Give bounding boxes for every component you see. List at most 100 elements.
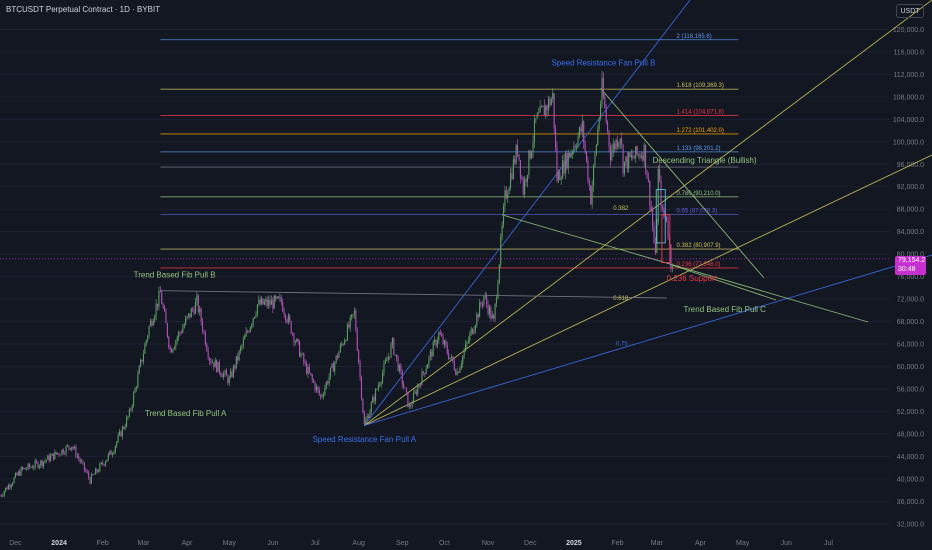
candle-body bbox=[176, 337, 178, 341]
candle-body bbox=[654, 242, 656, 254]
candle-body bbox=[346, 324, 348, 341]
candle-body bbox=[145, 340, 147, 345]
candle-body bbox=[335, 355, 337, 363]
candle-body bbox=[611, 151, 613, 161]
candle-body bbox=[424, 373, 426, 374]
annotation-label: Speed Resistance Fan Pull A bbox=[312, 435, 416, 444]
candle-body bbox=[497, 282, 499, 299]
candle-body bbox=[379, 384, 381, 386]
candle-body bbox=[505, 190, 507, 198]
candle-body bbox=[345, 340, 347, 342]
candle-body bbox=[446, 345, 448, 354]
last-price-tag: 79,154.2 30:48 bbox=[895, 256, 926, 275]
candle-body bbox=[166, 323, 168, 337]
candle-body bbox=[110, 450, 112, 456]
candle-body bbox=[320, 394, 322, 397]
candle-body bbox=[452, 356, 454, 363]
candle-body bbox=[616, 139, 619, 148]
candle-body bbox=[228, 377, 230, 384]
candle-body bbox=[286, 320, 288, 323]
candle-body bbox=[95, 468, 97, 475]
x-tick-label: Feb bbox=[611, 540, 623, 547]
y-tick-label: 60,000.0 bbox=[897, 364, 924, 371]
candle-body bbox=[585, 151, 588, 161]
candle-body bbox=[490, 307, 492, 319]
candle-body bbox=[445, 340, 447, 346]
candle-body bbox=[189, 313, 191, 318]
candle-body bbox=[209, 357, 211, 362]
candle-body bbox=[647, 178, 649, 181]
candle-body bbox=[225, 370, 227, 376]
candle-body bbox=[526, 174, 528, 182]
candle-body bbox=[614, 143, 616, 150]
candle-body bbox=[607, 121, 609, 131]
y-tick-label: 64,000.0 bbox=[897, 342, 924, 349]
candle-body bbox=[547, 98, 550, 111]
candle-body bbox=[59, 454, 62, 456]
candle-body bbox=[562, 160, 564, 179]
candle-body bbox=[604, 97, 606, 108]
candle-body bbox=[448, 353, 450, 359]
candle-body bbox=[0, 495, 2, 497]
candle-body bbox=[52, 453, 54, 460]
candle-body bbox=[405, 388, 408, 393]
candle-body bbox=[5, 487, 7, 492]
candle-body bbox=[522, 178, 524, 195]
candle-body bbox=[144, 344, 146, 354]
candle-body bbox=[574, 146, 576, 148]
candle-body bbox=[211, 362, 213, 364]
candle-body bbox=[133, 392, 135, 406]
candle-body bbox=[130, 409, 132, 411]
candle-body bbox=[90, 474, 92, 484]
candle-body bbox=[83, 462, 85, 470]
candle-body bbox=[203, 331, 205, 333]
candle-body bbox=[14, 473, 17, 478]
candle-body bbox=[531, 151, 533, 159]
candle-body bbox=[500, 236, 502, 265]
range-box-cyan bbox=[655, 189, 666, 244]
candle-body bbox=[398, 365, 400, 371]
y-tick-label: 56,000.0 bbox=[897, 386, 924, 393]
candle-body bbox=[242, 339, 244, 346]
y-tick-label: 52,000.0 bbox=[897, 409, 924, 416]
candle-body bbox=[284, 314, 287, 321]
candle-body bbox=[214, 360, 216, 368]
candle-body bbox=[418, 384, 420, 387]
candle-body bbox=[369, 411, 371, 419]
candle-body bbox=[220, 372, 222, 376]
candle-body bbox=[303, 353, 305, 363]
candle-body bbox=[560, 178, 562, 180]
candle-body bbox=[102, 462, 104, 465]
candle-body bbox=[487, 304, 489, 315]
candle-body bbox=[149, 320, 152, 327]
candle-body bbox=[79, 458, 81, 462]
candle-body bbox=[207, 350, 209, 358]
candle-body bbox=[495, 298, 498, 304]
candle-body bbox=[652, 209, 654, 227]
candle-body bbox=[334, 362, 336, 372]
candle-body bbox=[338, 351, 340, 358]
candle-body bbox=[473, 330, 475, 334]
speed-resistance-fan-line-3 bbox=[364, 154, 932, 426]
candle-body bbox=[609, 146, 611, 161]
candle-body bbox=[573, 146, 575, 152]
speed-resistance-fan-line-1 bbox=[363, 0, 691, 426]
y-tick-label: 68,000.0 bbox=[897, 319, 924, 326]
candle-body bbox=[486, 296, 488, 305]
candle-body bbox=[533, 119, 536, 142]
currency-selector-button[interactable]: USDT bbox=[896, 4, 924, 18]
candle-body bbox=[645, 144, 647, 171]
candle-body bbox=[216, 360, 218, 372]
candle-body bbox=[311, 374, 313, 380]
candle-body bbox=[231, 371, 233, 377]
candle-body bbox=[389, 356, 391, 358]
candle-body bbox=[504, 190, 506, 207]
candle-body bbox=[135, 387, 137, 389]
candle-body bbox=[511, 173, 513, 179]
candle-body bbox=[581, 121, 583, 132]
y-tick-label: 48,000.0 bbox=[897, 431, 924, 438]
candle-body bbox=[324, 387, 326, 395]
